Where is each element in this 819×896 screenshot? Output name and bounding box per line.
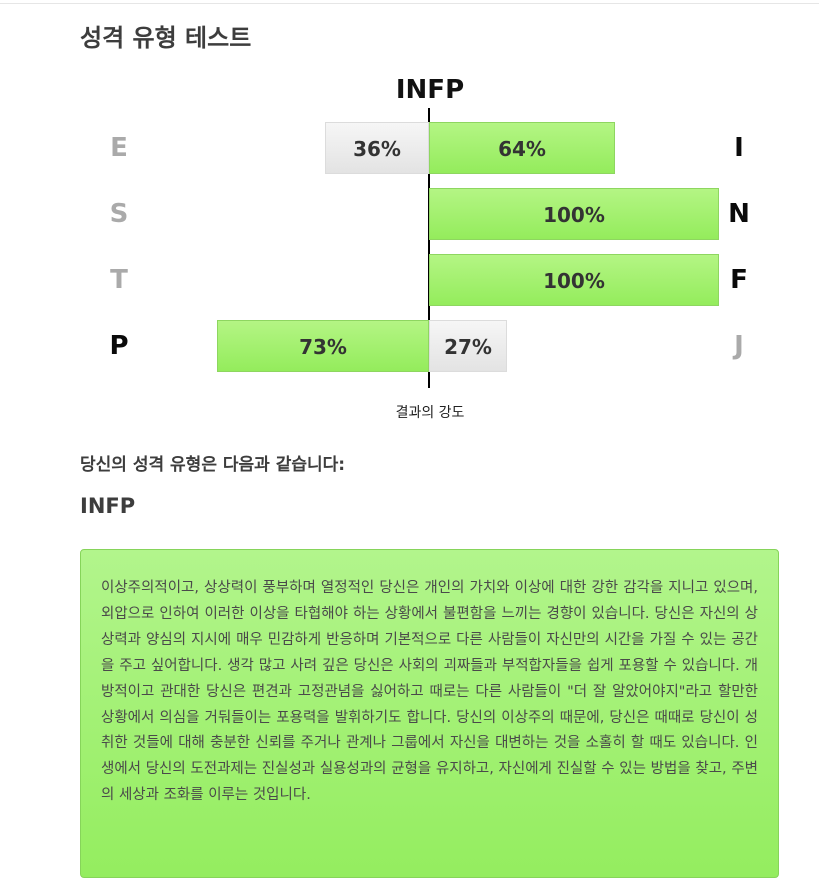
top-divider — [0, 3, 819, 4]
trait-letter-E: E — [110, 133, 128, 163]
trait-letter-N: N — [728, 199, 750, 229]
trait-letter-J: J — [734, 331, 744, 361]
bar-N: 100% — [429, 188, 719, 240]
trait-letter-T: T — [110, 265, 128, 295]
chart-title: INFP — [395, 75, 465, 105]
center-axis-line — [428, 108, 430, 388]
description-text: 이상주의적이고, 상상력이 풍부하며 열정적인 당신은 개인의 가치와 이상에 … — [101, 580, 758, 804]
result-type: INFP — [80, 494, 136, 518]
mbti-chart: INFP 결과의 강도 E I 36% 64% S N 100% T F 100% P J 73% 27% — [0, 70, 819, 430]
bar-J: 27% — [429, 320, 507, 372]
bar-P: 73% — [217, 320, 429, 372]
description-box: 이상주의적이고, 상상력이 풍부하며 열정적인 당신은 개인의 가치와 이상에 … — [80, 549, 779, 878]
axis-caption: 결과의 강도 — [395, 405, 465, 421]
trait-letter-I: I — [734, 133, 744, 163]
page-title: 성격 유형 테스트 — [80, 24, 252, 52]
bar-E: 36% — [325, 122, 429, 174]
trait-letter-F: F — [730, 265, 748, 295]
trait-letter-S: S — [109, 199, 129, 229]
bar-I: 64% — [429, 122, 615, 174]
bar-F: 100% — [429, 254, 719, 306]
result-intro: 당신의 성격 유형은 다음과 같습니다: — [80, 455, 346, 475]
trait-letter-P: P — [109, 331, 129, 361]
